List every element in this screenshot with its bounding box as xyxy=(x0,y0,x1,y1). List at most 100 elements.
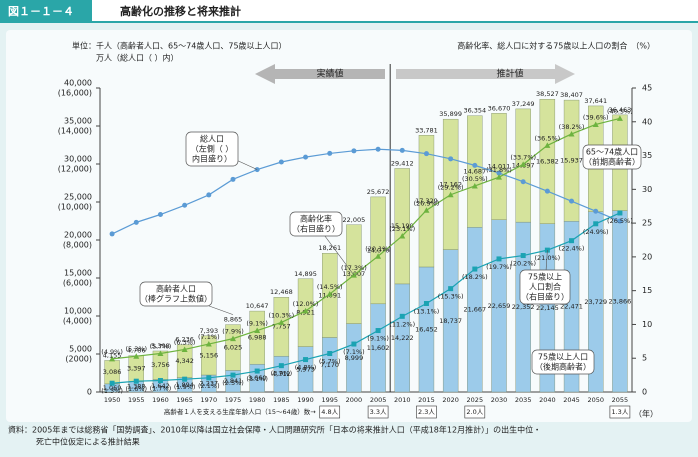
total-value-label: 10,647 xyxy=(246,302,269,310)
point xyxy=(520,179,526,185)
y-tick-label: 35,000 xyxy=(64,117,92,126)
x-tick-label: 2055 xyxy=(612,396,629,404)
point-value-label: (11.2%) xyxy=(389,320,415,328)
point xyxy=(109,231,115,237)
x-tick-label: 2040 xyxy=(539,396,556,404)
figure-title: 高齢化の推移と将来推計 xyxy=(120,4,241,18)
point-value-label: (10.3%) xyxy=(268,311,294,319)
total-value-label: 29,412 xyxy=(391,159,414,167)
bar xyxy=(467,115,483,228)
point xyxy=(375,146,381,152)
total-value-label: 35,899 xyxy=(439,110,462,118)
point xyxy=(230,372,236,378)
bar xyxy=(201,335,217,376)
bar xyxy=(249,310,265,365)
x-tick-label: 2030 xyxy=(491,396,508,404)
y2-tick-label: 0 xyxy=(642,388,647,397)
point xyxy=(254,327,261,334)
callout-box xyxy=(139,281,213,307)
point xyxy=(593,221,599,227)
point-value-label: (2.1%) xyxy=(198,382,220,390)
callout-box xyxy=(519,269,571,305)
bar-value-label: 17,329 xyxy=(415,197,438,205)
point xyxy=(351,341,357,347)
point xyxy=(327,150,333,156)
bar-value-label: 14,687 xyxy=(463,168,486,176)
actual-label: 実績値 xyxy=(316,68,343,80)
bar xyxy=(563,99,580,222)
point xyxy=(448,156,454,162)
total-value-label: 37,249 xyxy=(512,100,535,108)
total-value-label: 22,005 xyxy=(343,216,366,224)
point xyxy=(592,121,599,127)
callout-box xyxy=(289,211,343,237)
callout-text: 高齢者人口 xyxy=(156,284,196,294)
total-value-label: 36,463 xyxy=(609,106,632,114)
bar-value-label: 18,737 xyxy=(439,317,462,325)
point-value-label: (5.7%) xyxy=(150,342,172,350)
projection-label: 推計値 xyxy=(496,68,523,80)
support-ratio-value: 1.3人 xyxy=(611,408,628,416)
point-value-label: (19.7%) xyxy=(486,263,512,271)
bar xyxy=(442,118,459,250)
point-value-label: (7.9%) xyxy=(222,328,244,336)
x-tick-label: 2010 xyxy=(394,396,411,404)
y3-tick-label: (14,000) xyxy=(58,127,92,136)
callout-text: 65～74歳人口 xyxy=(586,147,638,157)
bar-value-label: 11,602 xyxy=(367,344,390,352)
point xyxy=(471,182,478,189)
point xyxy=(182,376,188,382)
bar-value-label: 17,162 xyxy=(439,180,462,188)
callout-text: 内目盛り） xyxy=(192,154,232,164)
callout-text: 75歳以上 xyxy=(528,272,562,282)
point xyxy=(496,256,502,262)
point-value-label: (1.9%) xyxy=(174,383,196,391)
point xyxy=(133,219,139,225)
point-value-label: (40.5%) xyxy=(607,107,633,115)
support-ratio-value: 2.3人 xyxy=(418,408,435,416)
total-value-label: 37,641 xyxy=(584,97,607,105)
x-tick-label: 1990 xyxy=(297,396,314,404)
point xyxy=(205,341,212,347)
point xyxy=(399,232,406,239)
point xyxy=(399,147,405,153)
point xyxy=(375,328,381,334)
x-tick-label: 2000 xyxy=(346,396,363,404)
x-unit: （年） xyxy=(634,409,658,419)
bar-value-label: 7,170 xyxy=(320,361,339,369)
bar-value-label: 2,841 xyxy=(224,377,243,385)
point-value-label: (33.7%) xyxy=(510,153,536,161)
total-value-label: 4,155 xyxy=(103,351,122,359)
point xyxy=(181,346,188,352)
bar xyxy=(273,297,290,357)
point xyxy=(423,151,429,157)
units-left: 万人（総人口（ ）内） xyxy=(96,53,179,63)
point xyxy=(351,148,357,154)
callout-text: （棒グラフ上数値） xyxy=(140,294,212,304)
point xyxy=(399,313,405,319)
support-ratio-box xyxy=(464,405,486,419)
total-value-label: 4,786 xyxy=(127,347,146,355)
x-tick-label: 1985 xyxy=(273,396,290,404)
support-ratio-value: 3.3人 xyxy=(370,408,387,416)
y3-tick-label: (16,000) xyxy=(58,89,92,98)
y3-tick-label: (6,000) xyxy=(63,279,92,288)
point xyxy=(109,355,116,362)
support-ratio-value: 2.0人 xyxy=(466,408,483,416)
total-value-label: 33,781 xyxy=(415,126,438,134)
callout-text: （右目盛り） xyxy=(521,292,569,302)
point xyxy=(472,162,478,168)
y2-tick-label: 45 xyxy=(642,84,652,93)
figure-number-box xyxy=(0,0,92,22)
point-value-label: (7.1%) xyxy=(343,348,365,356)
x-tick-label: 1955 xyxy=(128,396,145,404)
callout-text: （前期高齢者） xyxy=(584,157,640,167)
point xyxy=(568,130,575,137)
point xyxy=(616,115,623,121)
bar xyxy=(394,168,410,285)
actual-arrow xyxy=(255,64,385,84)
point-value-label: (1.6%) xyxy=(125,385,147,393)
y3-tick-label: (10,000) xyxy=(58,203,92,212)
total-value-label: 6,236 xyxy=(175,336,194,344)
point xyxy=(569,238,575,244)
